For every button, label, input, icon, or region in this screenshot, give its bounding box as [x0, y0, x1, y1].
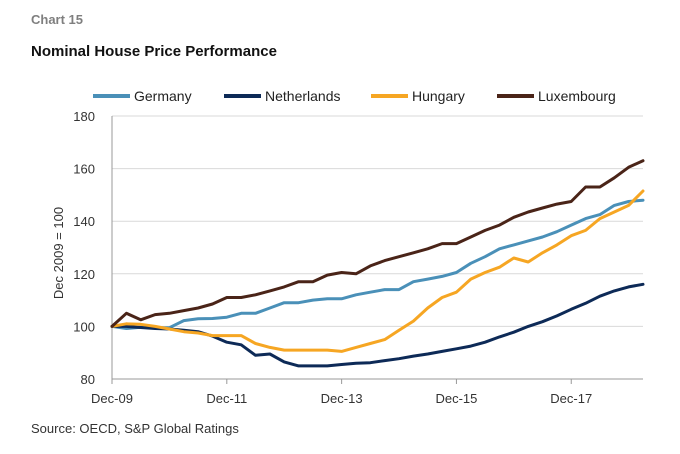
- x-tick-label: Dec-11: [206, 391, 247, 406]
- legend-label-germany: Germany: [134, 88, 192, 104]
- y-tick-label: 80: [81, 372, 95, 387]
- series-lines: [110, 159, 645, 368]
- x-axis: Dec-09 Dec-11 Dec-13 Dec-15 Dec-17: [91, 378, 643, 406]
- legend: Germany Netherlands Hungary Luxembourg: [93, 88, 616, 104]
- source-note: Source: OECD, S&P Global Ratings: [31, 421, 239, 436]
- y-tick-label: 140: [73, 214, 95, 229]
- series-line-hungary: [110, 189, 645, 353]
- y-tick-label: 100: [73, 319, 95, 334]
- y-axis-title: Dec 2009 = 100: [51, 207, 66, 299]
- y-tick-label: 180: [73, 109, 95, 124]
- series-line-netherlands: [110, 282, 645, 368]
- x-tick-label: Dec-15: [435, 391, 477, 406]
- x-tick-label: Dec-09: [91, 391, 133, 406]
- legend-label-luxembourg: Luxembourg: [538, 88, 616, 104]
- chart-label: Chart 15: [31, 12, 84, 27]
- chart-title: Nominal House Price Performance: [31, 43, 277, 60]
- y-axis: 80 100 120 140 160 180: [73, 109, 113, 387]
- x-tick-label: Dec-17: [550, 391, 592, 406]
- series-line-luxembourg: [110, 159, 645, 328]
- x-tick-label: Dec-13: [321, 391, 363, 406]
- series-line-germany: [110, 198, 645, 330]
- gridlines: [112, 115, 643, 327]
- legend-label-netherlands: Netherlands: [265, 88, 341, 104]
- y-tick-label: 120: [73, 267, 95, 282]
- y-tick-label: 160: [73, 162, 95, 177]
- legend-label-hungary: Hungary: [412, 88, 465, 104]
